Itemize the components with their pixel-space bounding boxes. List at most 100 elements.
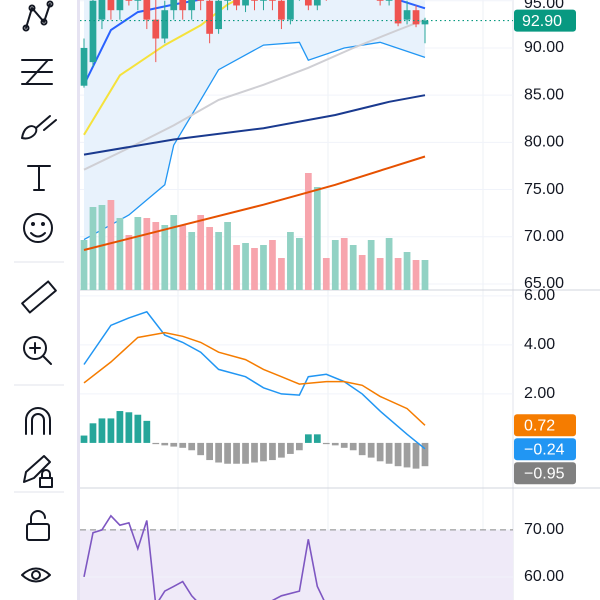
candle-body [188, 0, 196, 11]
candle-body [376, 0, 384, 1]
volume-bar [376, 258, 384, 290]
histogram-bar [367, 442, 375, 458]
price-pane [80, 0, 513, 290]
volume-bar [152, 222, 160, 290]
candle-body [116, 0, 124, 11]
brush-tool[interactable] [21, 115, 57, 140]
rsi-pane [80, 514, 513, 600]
volume-bar [107, 200, 115, 290]
volume-bar [269, 240, 276, 290]
histogram-bar [170, 442, 178, 447]
histogram-bar [206, 442, 213, 461]
histogram-bar [179, 442, 187, 448]
y-tick-label: 90.00 [524, 39, 564, 56]
histogram-bar [125, 412, 133, 443]
histogram-bar [161, 442, 169, 446]
volume-bar [215, 232, 222, 290]
zoom-tool[interactable] [23, 336, 52, 365]
histogram-bar [143, 420, 151, 443]
candle-body [412, 10, 420, 25]
candle-body [80, 47, 88, 86]
histogram-bar [98, 418, 106, 443]
indicator-line [83, 18, 426, 171]
volume-bar [224, 222, 231, 290]
ruler-tool[interactable] [21, 280, 57, 314]
candle-body [269, 0, 276, 1]
volume-bar [125, 235, 133, 290]
volume-bar [179, 225, 187, 290]
fib-tool[interactable] [21, 59, 53, 85]
candle-body [98, 0, 106, 20]
value-label: 0.72 [524, 417, 555, 434]
y-tick-label: 85.00 [524, 86, 564, 103]
y-tick-label: 60.00 [524, 568, 564, 585]
histogram-bar [385, 442, 393, 464]
indicator-line [83, 331, 426, 426]
histogram-bar [152, 442, 160, 445]
y-tick-label: 2.00 [524, 385, 555, 402]
candle-body [304, 0, 312, 6]
histogram-bar [260, 442, 267, 462]
band-fill [84, 0, 425, 240]
value-label: −0.24 [524, 441, 565, 458]
histogram-bar [134, 414, 142, 443]
trend-tool[interactable] [22, 0, 54, 32]
volume-bar [197, 215, 205, 290]
visibility-tool[interactable] [21, 567, 51, 583]
volume-bar [134, 217, 142, 290]
candle-body [107, 0, 115, 11]
volume-bar [278, 258, 285, 290]
volume-bar [340, 238, 348, 290]
histogram-bar [116, 411, 124, 443]
histogram-bar [269, 442, 276, 461]
last-price-box [514, 9, 576, 32]
volume-bar [385, 238, 393, 290]
histogram-bar [394, 442, 402, 467]
histogram-bar [242, 442, 249, 464]
indicator-line [83, 155, 426, 251]
candle-body [134, 0, 142, 1]
volume-bar [367, 240, 375, 290]
indicator-line [83, 0, 426, 86]
volume-bar [143, 218, 151, 290]
candle-body [260, 0, 267, 1]
volume-bar [242, 243, 249, 290]
volume-bar [80, 240, 88, 290]
y-tick-label: 65.00 [524, 275, 564, 292]
volume-bar [403, 252, 411, 290]
volume-bar [233, 245, 240, 290]
volume-bar [170, 215, 178, 290]
candle-body [215, 0, 222, 30]
histogram-bar [188, 442, 196, 451]
candle-body [143, 0, 151, 20]
lock-drawing-tool[interactable] [23, 455, 53, 488]
candle-body [152, 19, 160, 39]
histogram-bar [278, 442, 285, 458]
text-tool[interactable] [27, 165, 51, 191]
candle-body [161, 10, 169, 39]
volume-bar [421, 260, 429, 290]
volume-bar [349, 245, 357, 290]
emoji-tool[interactable] [23, 213, 53, 243]
magnet-tool[interactable] [25, 407, 51, 435]
histogram-bar [412, 442, 420, 469]
unlock-tool[interactable] [26, 510, 50, 541]
histogram-bar [287, 442, 294, 454]
toolbar-edge [77, 0, 80, 600]
candle-body [179, 0, 187, 11]
last-price-label: 92.90 [522, 13, 562, 30]
volume-bar [331, 240, 339, 290]
volume-bar [260, 245, 267, 290]
candle-body [125, 0, 133, 1]
candle-body [251, 0, 258, 1]
volume-bar [188, 232, 196, 290]
volume-bar [296, 238, 303, 290]
volume-bar [322, 258, 330, 290]
histogram-bar [322, 442, 330, 445]
rsi-line [83, 514, 325, 600]
candle-body [170, 0, 178, 11]
histogram-bar [215, 442, 222, 463]
candle-body [233, 0, 240, 6]
candle-body [313, 0, 321, 6]
